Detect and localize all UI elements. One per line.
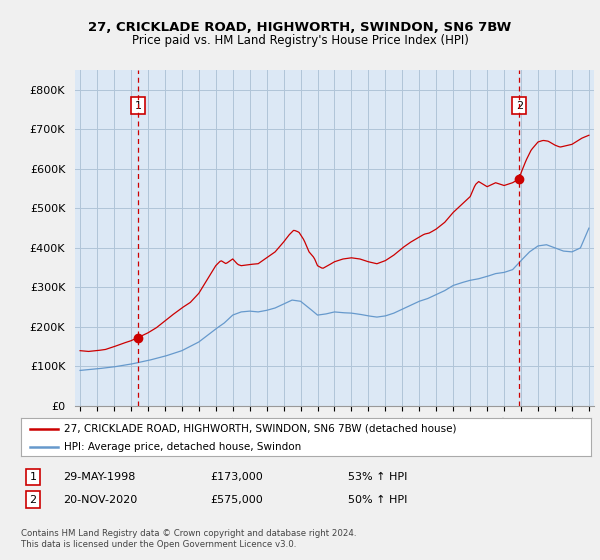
Text: 53% ↑ HPI: 53% ↑ HPI: [348, 472, 407, 482]
Text: Contains HM Land Registry data © Crown copyright and database right 2024.
This d: Contains HM Land Registry data © Crown c…: [21, 529, 356, 549]
Text: Price paid vs. HM Land Registry's House Price Index (HPI): Price paid vs. HM Land Registry's House …: [131, 34, 469, 46]
Text: 20-NOV-2020: 20-NOV-2020: [63, 494, 137, 505]
Text: HPI: Average price, detached house, Swindon: HPI: Average price, detached house, Swin…: [64, 442, 301, 452]
Text: 1: 1: [134, 101, 142, 110]
Text: £575,000: £575,000: [210, 494, 263, 505]
Text: 27, CRICKLADE ROAD, HIGHWORTH, SWINDON, SN6 7BW (detached house): 27, CRICKLADE ROAD, HIGHWORTH, SWINDON, …: [64, 423, 456, 433]
Text: 50% ↑ HPI: 50% ↑ HPI: [348, 494, 407, 505]
Text: 2: 2: [29, 494, 37, 505]
Text: 2: 2: [516, 101, 523, 110]
Text: £173,000: £173,000: [210, 472, 263, 482]
Text: 27, CRICKLADE ROAD, HIGHWORTH, SWINDON, SN6 7BW: 27, CRICKLADE ROAD, HIGHWORTH, SWINDON, …: [88, 21, 512, 34]
Text: 1: 1: [29, 472, 37, 482]
Text: 29-MAY-1998: 29-MAY-1998: [63, 472, 136, 482]
